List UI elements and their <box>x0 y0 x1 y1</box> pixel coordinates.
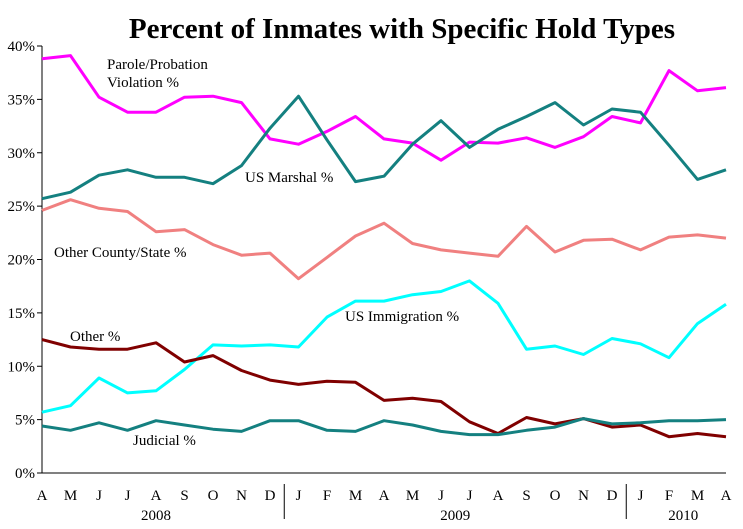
x-tick-label: J <box>96 488 102 504</box>
y-tick-label: 0% <box>15 466 35 482</box>
x-tick-label: J <box>125 488 131 504</box>
x-tick-label: J <box>467 488 473 504</box>
series-line-us-immigration <box>41 279 727 414</box>
x-tick-label: A <box>721 488 732 504</box>
year-label: 2010 <box>668 508 698 524</box>
y-tick-label: 25% <box>8 199 36 215</box>
x-tick-label: N <box>578 488 589 504</box>
series-lines <box>41 54 727 439</box>
series-label: Violation % <box>107 75 179 91</box>
y-tick-label: 5% <box>15 413 35 429</box>
series-label: Other % <box>70 329 120 345</box>
series-label: Parole/Probation <box>107 57 208 73</box>
x-tick-label: M <box>64 488 77 504</box>
x-tick-label: A <box>493 488 504 504</box>
x-tick-label: N <box>236 488 247 504</box>
year-label: 2009 <box>440 508 470 524</box>
x-tick-label: M <box>406 488 419 504</box>
x-tick-label: M <box>349 488 362 504</box>
series-label: US Immigration % <box>345 309 459 325</box>
x-tick-label: F <box>665 488 673 504</box>
x-tick-label: D <box>265 488 276 504</box>
year-label: 2008 <box>141 508 171 524</box>
x-tick-label: D <box>607 488 618 504</box>
x-tick-label: A <box>151 488 162 504</box>
x-tick-label: S <box>180 488 188 504</box>
x-tick-label: O <box>208 488 219 504</box>
series-line-parole-probation-violation <box>41 54 727 162</box>
series-label: US Marshal % <box>245 170 333 186</box>
series-line-other <box>41 338 727 439</box>
x-tick-label: M <box>691 488 704 504</box>
y-tick-label: 40% <box>8 39 36 55</box>
series-label: Other County/State % <box>54 245 186 261</box>
y-tick-label: 35% <box>8 92 36 108</box>
x-tick-label: J <box>296 488 302 504</box>
axes: 0%5%10%15%20%25%30%35%40%A M J J A S O N D J F M A M J… <box>8 39 732 524</box>
series-label: Judicial % <box>133 433 196 449</box>
x-tick-label: J <box>438 488 444 504</box>
x-tick-label: A <box>379 488 390 504</box>
x-tick-label: J <box>638 488 644 504</box>
series-line-us-marshal <box>41 94 727 201</box>
x-tick-label: F <box>323 488 331 504</box>
y-tick-label: 20% <box>8 253 36 269</box>
x-tick-label: S <box>522 488 530 504</box>
x-tick-label: O <box>550 488 561 504</box>
chart-title: Percent of Inmates with Specific Hold Ty… <box>129 13 675 45</box>
y-tick-label: 15% <box>8 306 36 322</box>
y-tick-label: 10% <box>8 359 36 375</box>
series-line-other-county-state <box>41 198 727 281</box>
x-tick-label: A <box>37 488 48 504</box>
series-line-judicial <box>41 417 727 437</box>
series-labels: Parole/Probation Violation % US Marshal % O… <box>54 57 459 449</box>
y-tick-label: 30% <box>8 146 36 162</box>
